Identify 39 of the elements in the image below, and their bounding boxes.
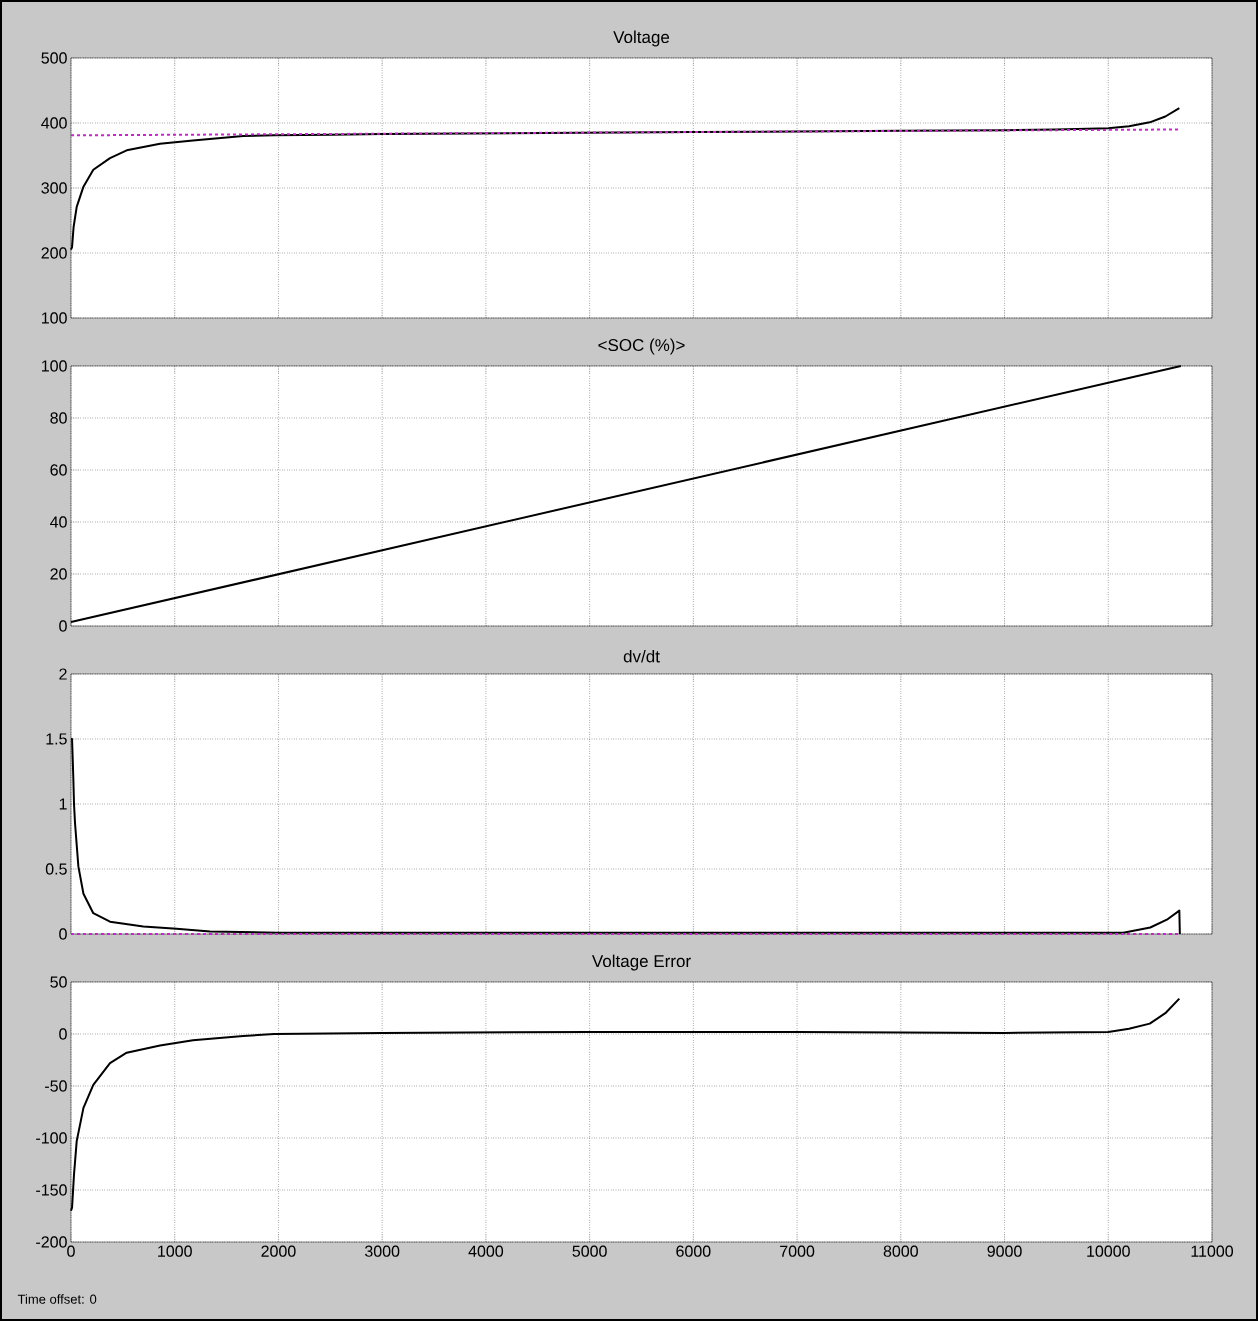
y-tick-label: 500 (41, 52, 67, 64)
x-tick-label: 6000 (676, 1245, 711, 1257)
x-tick-label: 1000 (158, 1245, 192, 1257)
y-tick-label: -100 (36, 1132, 67, 1144)
x-tick-label: 7000 (780, 1245, 815, 1257)
x-tick-label: 0 (67, 1245, 75, 1257)
y-tick-label: 400 (41, 117, 67, 129)
y-tick-label: 40 (50, 516, 67, 528)
x-tick-label: 5000 (572, 1245, 607, 1257)
y-tick-label: 100 (41, 360, 67, 372)
y-tick-label: 80 (50, 412, 67, 424)
y-tick-label: 0 (59, 1028, 67, 1040)
y-tick-label: 1.5 (46, 733, 67, 745)
y-tick-label: 1 (59, 798, 67, 810)
y-tick-label: -150 (36, 1184, 67, 1196)
y-tick-label: 100 (41, 312, 67, 324)
y-tick-label: -50 (45, 1080, 67, 1092)
y-tick-label: -200 (36, 1236, 67, 1248)
y-tick-label: 0 (59, 928, 67, 940)
chart-title: Voltage (613, 30, 670, 47)
x-tick-label: 3000 (365, 1245, 400, 1257)
x-tick-label: 10000 (1087, 1245, 1130, 1257)
y-tick-label: 0.5 (45, 863, 67, 875)
x-tick-label: 4000 (468, 1245, 504, 1257)
text: Time offset: 0 (17, 1294, 97, 1304)
x-tick-label: 8000 (883, 1245, 918, 1257)
y-tick-label: 200 (41, 247, 67, 259)
chart-title: dv/dt (623, 649, 660, 663)
y-tick-label: 20 (50, 568, 67, 580)
x-tick-label: 11000 (1191, 1245, 1234, 1257)
y-tick-label: 50 (50, 976, 67, 988)
chart-title: <SOC (%)> (598, 338, 685, 355)
chart-title: Voltage Error (591, 954, 691, 971)
y-tick-label: 2 (59, 668, 67, 680)
x-tick-label: 2000 (261, 1245, 296, 1257)
y-tick-label: 0 (59, 620, 67, 632)
y-tick-label: 300 (41, 182, 67, 194)
x-tick-label: 9000 (987, 1245, 1022, 1257)
y-tick-label: 60 (50, 464, 67, 476)
